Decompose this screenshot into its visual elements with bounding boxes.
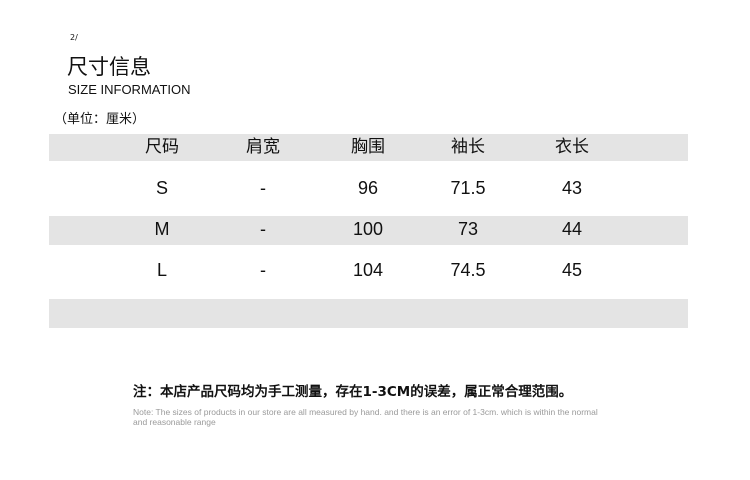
column-header: 肩宽 [246, 137, 280, 157]
table-cell: - [260, 219, 266, 239]
table-cell: - [260, 260, 266, 280]
table-cell: 43 [561, 178, 583, 198]
note-english: Note: The sizes of products in our store… [133, 407, 598, 427]
table-cell: 73 [457, 219, 479, 239]
unit-label: （单位：厘米） [54, 112, 146, 127]
table-cell: 74.5 [450, 260, 486, 280]
table-cell: 104 [352, 260, 384, 280]
page-mark: 2/ [70, 33, 78, 42]
column-header: 胸围 [351, 137, 385, 157]
empty-row-band [49, 299, 688, 328]
column-header: 尺码 [145, 137, 179, 157]
table-cell: 96 [357, 178, 379, 198]
note-chinese: 注：本店产品尺码均为手工测量，存在1-3CM的误差，属正常合理范围。 [133, 384, 573, 400]
column-header: 袖长 [451, 137, 485, 157]
table-cell: 44 [561, 219, 583, 239]
table-cell: L [156, 260, 167, 280]
table-cell: 100 [352, 219, 384, 239]
page-subtitle: SIZE INFORMATION [68, 82, 191, 97]
table-cell: M [154, 219, 170, 239]
page-title: 尺寸信息 [67, 55, 151, 79]
row-band-m [49, 216, 688, 245]
column-header: 衣长 [555, 137, 589, 157]
table-cell: - [260, 178, 266, 198]
header-band [49, 134, 688, 161]
table-cell: 71.5 [450, 178, 486, 198]
table-cell: 45 [561, 260, 583, 280]
table-cell: S [155, 178, 168, 198]
